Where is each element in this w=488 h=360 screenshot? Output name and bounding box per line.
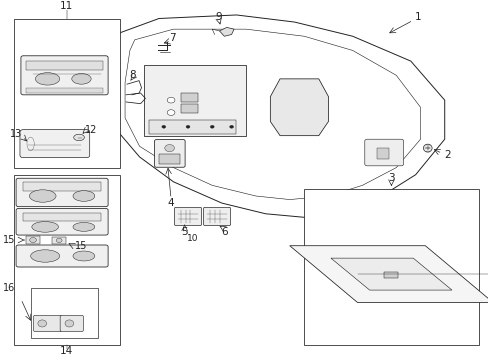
Ellipse shape [72,73,91,84]
Circle shape [56,238,62,243]
Polygon shape [330,258,451,290]
Ellipse shape [73,191,95,201]
FancyBboxPatch shape [16,245,108,267]
FancyBboxPatch shape [20,130,89,158]
Polygon shape [110,15,444,217]
FancyBboxPatch shape [16,178,108,207]
Text: 9: 9 [215,12,222,22]
Ellipse shape [31,250,60,262]
Text: 11: 11 [60,1,73,11]
Bar [26,88,103,93]
Text: 4: 4 [167,198,174,208]
Bar [181,93,197,102]
Text: 16: 16 [3,283,16,293]
Bar [159,154,180,164]
Bar [23,213,101,221]
FancyBboxPatch shape [34,315,61,332]
Circle shape [164,144,174,152]
Text: 3: 3 [387,173,394,183]
Ellipse shape [38,320,46,327]
Polygon shape [144,65,245,136]
Bar [31,288,98,338]
FancyBboxPatch shape [203,207,230,225]
Circle shape [186,125,189,128]
Polygon shape [289,246,488,302]
Bar [304,189,478,345]
FancyBboxPatch shape [60,315,83,332]
Circle shape [229,125,233,128]
Bar [14,175,120,345]
Text: 8: 8 [129,70,135,80]
Bar [149,120,236,134]
Text: 5: 5 [181,226,187,237]
Bar [26,236,40,244]
Circle shape [210,125,214,128]
Text: 12: 12 [85,125,98,135]
Circle shape [167,110,175,116]
Text: 2: 2 [444,150,450,160]
Ellipse shape [32,221,59,232]
Ellipse shape [29,190,56,202]
FancyBboxPatch shape [154,140,185,167]
Ellipse shape [65,320,74,327]
Bar [14,18,120,168]
Circle shape [167,97,175,103]
Ellipse shape [423,144,431,152]
Bar [52,237,66,244]
Circle shape [162,125,165,128]
Ellipse shape [74,134,84,141]
Text: 1: 1 [414,12,421,22]
Ellipse shape [36,73,60,85]
Text: 13: 13 [10,129,22,139]
Bar [26,61,103,70]
Bar [181,104,197,113]
Text: 15: 15 [3,235,16,245]
Text: 14: 14 [60,346,73,356]
Circle shape [30,238,36,243]
Bar [384,272,397,278]
FancyBboxPatch shape [16,208,108,235]
Ellipse shape [73,251,95,261]
Text: 6: 6 [221,226,227,237]
Ellipse shape [73,222,95,231]
Bar [376,148,388,159]
Bar [23,182,101,191]
Text: 10: 10 [187,234,198,243]
Polygon shape [219,27,234,36]
Text: 15: 15 [75,241,87,251]
FancyBboxPatch shape [364,139,403,166]
FancyBboxPatch shape [174,207,201,225]
FancyBboxPatch shape [21,56,108,95]
Polygon shape [270,79,328,136]
Text: 7: 7 [169,33,176,43]
